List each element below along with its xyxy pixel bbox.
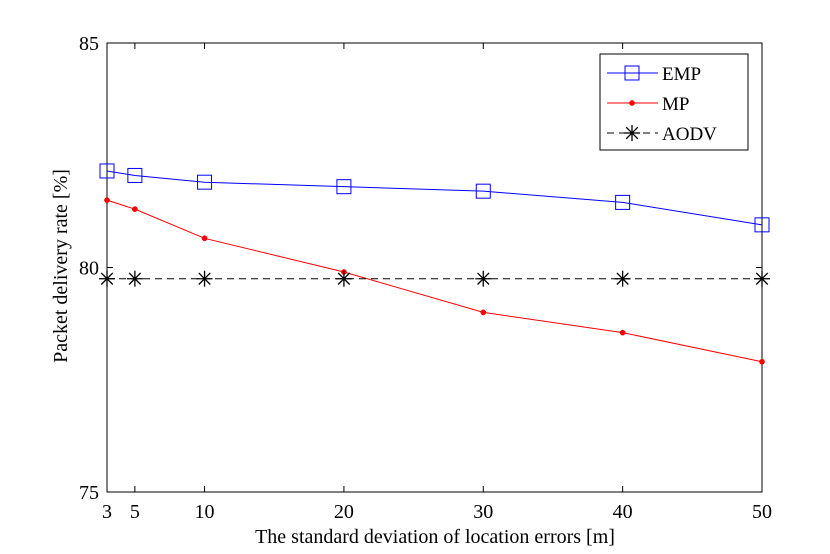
series-aodv-point [754,270,770,287]
x-tick-label: 40 [613,501,633,523]
series-aodv [99,270,770,287]
axis-ticks: 3 5 10 20 30 40 50 75 80 85 [79,33,772,523]
series-emp [99,163,770,233]
legend: EMP MP AODV [599,53,749,151]
asterisk-stroke [100,272,114,285]
series-emp-point [336,179,352,195]
series-emp-point [475,183,491,199]
legend-mp-label: MP [662,94,689,115]
series-layer [99,163,770,365]
series-emp-point [127,167,143,183]
asterisk-stroke [625,126,639,140]
series-aodv-point [335,270,352,287]
series-aodv-point [614,270,631,287]
y-axis-title: Packet delivery rate [%] [50,169,72,363]
legend-aodv-label: AODV [662,124,717,145]
y-tick-label: 80 [79,258,99,280]
x-tick-label: 5 [130,501,140,523]
x-tick-label: 50 [752,501,772,523]
asterisk-stroke [337,272,351,285]
series-mp-point [619,329,626,336]
series-emp-line [106,170,763,226]
legend-mp-marker [629,100,635,106]
legend-emp-label: EMP [662,64,701,85]
series-mp-point [104,197,110,203]
series-emp-point [197,174,213,190]
series-emp-point [615,194,631,210]
series-mp-point [201,235,208,242]
y-tick-label: 75 [79,482,99,504]
series-emp-point [754,217,770,233]
legend-emp-marker [624,65,640,81]
x-axis-title: The standard deviation of location error… [255,526,615,548]
y-tick-label: 85 [79,33,99,55]
series-mp-point [759,358,765,365]
series-aodv-point [475,270,492,287]
asterisk-stroke [198,272,211,285]
x-tick-label: 10 [195,501,215,523]
asterisk-stroke [616,272,629,285]
series-mp-point [132,206,138,212]
x-tick-label: 30 [473,501,493,523]
series-emp-point [99,163,115,179]
asterisk-stroke [755,272,769,285]
x-tick-label: 20 [334,501,354,523]
series-aodv-point [196,270,213,287]
series-aodv-point [99,270,115,287]
x-tick-label: 3 [102,501,112,523]
series-aodv-point [126,270,143,287]
asterisk-stroke [128,272,142,285]
asterisk-stroke [477,272,490,285]
series-mp-point [480,309,487,316]
legend-aodv-marker [624,125,640,141]
